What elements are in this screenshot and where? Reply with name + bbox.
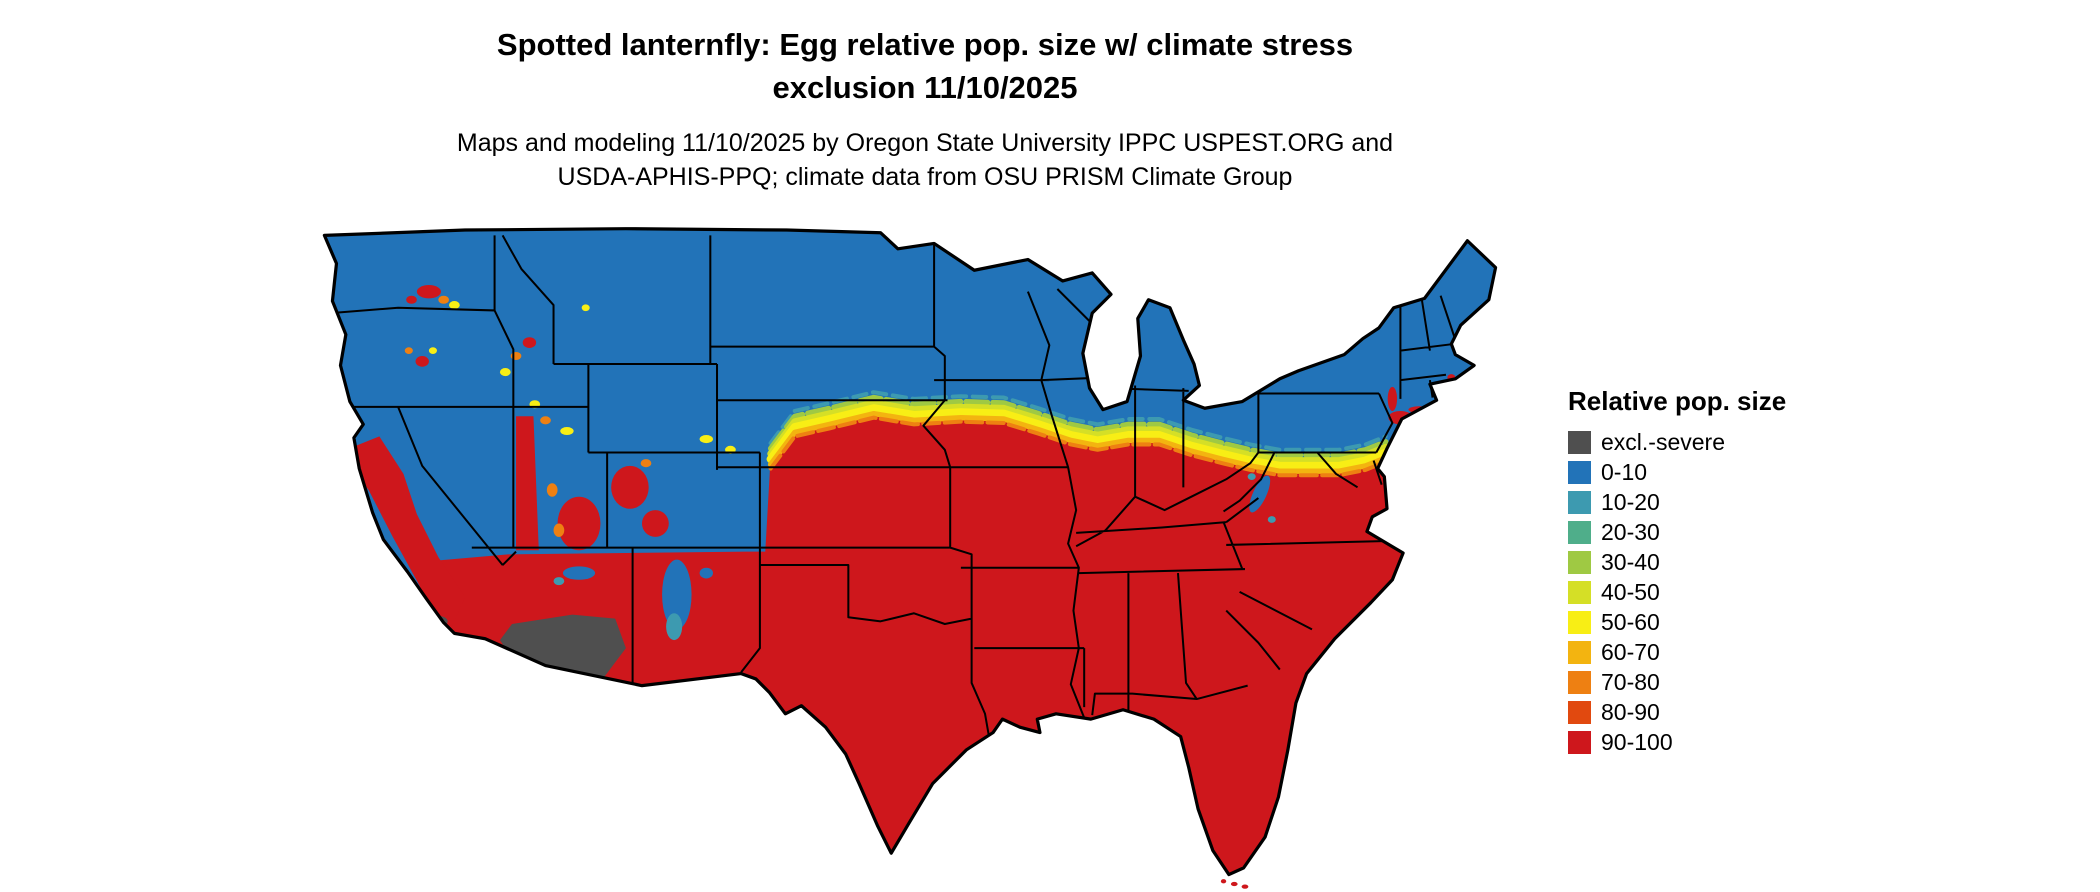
legend-label: 0-10 <box>1601 459 1648 485</box>
us-outline <box>322 227 1498 877</box>
map-subtitle-line1: Maps and modeling 11/10/2025 by Oregon S… <box>456 128 1394 157</box>
legend-label: 30-40 <box>1601 549 1660 575</box>
region-patches-red-pnw <box>406 284 537 367</box>
us-map-svg <box>322 227 1498 889</box>
band-orange-yellow <box>767 410 1389 474</box>
legend-entries: excl.-severe 0-10 10-20 20-30 <box>1568 429 1786 756</box>
us-map <box>300 222 1528 892</box>
legend-label: 60-70 <box>1601 639 1660 665</box>
region-high-utah <box>516 416 601 551</box>
region-low-mountain-overlays <box>562 475 1271 630</box>
band-yellow-green <box>767 399 1390 464</box>
legend-swatch <box>1568 521 1591 544</box>
region-high-west-colorado <box>611 465 669 537</box>
florida-keys <box>1220 879 1249 889</box>
legend-row: 80-90 <box>1568 699 1786 726</box>
transition-band <box>766 390 1390 478</box>
legend-swatch <box>1568 461 1591 484</box>
state-borders <box>331 234 1458 745</box>
header: Spotted lanternfly: Egg relative pop. si… <box>0 24 1850 194</box>
legend-label: 50-60 <box>1601 609 1660 635</box>
legend-swatch <box>1568 551 1591 574</box>
region-patches-orange <box>404 295 652 537</box>
legend-swatch <box>1568 671 1591 694</box>
band-yellow <box>766 404 1390 470</box>
band-green <box>767 394 1389 458</box>
legend-row: 0-10 <box>1568 459 1786 486</box>
region-teal-overlays <box>553 473 1276 641</box>
legend-swatch <box>1568 731 1591 754</box>
map-subtitle: Maps and modeling 11/10/2025 by Oregon S… <box>0 126 1850 194</box>
legend-swatch <box>1568 491 1591 514</box>
legend-label: 70-80 <box>1601 669 1660 695</box>
map-title-line2: exclusion 11/10/2025 <box>772 69 1078 105</box>
legend-label: 40-50 <box>1601 579 1660 605</box>
legend-row: 50-60 <box>1568 609 1786 636</box>
legend-row: excl.-severe <box>1568 429 1786 456</box>
legend-swatch <box>1568 701 1591 724</box>
legend-row: 90-100 <box>1568 729 1786 756</box>
band-teal <box>768 390 1388 452</box>
legend-label: 90-100 <box>1601 729 1673 755</box>
legend-label: 10-20 <box>1601 489 1660 515</box>
legend-swatch <box>1568 581 1591 604</box>
legend-label: 20-30 <box>1601 519 1660 545</box>
legend-row: 60-70 <box>1568 639 1786 666</box>
map-subtitle-line2: USDA-APHIS-PPQ; climate data from OSU PR… <box>557 162 1293 191</box>
legend: Relative pop. size excl.-severe 0-10 10-… <box>1568 386 1786 759</box>
legend-swatch <box>1568 611 1591 634</box>
legend-row: 10-20 <box>1568 489 1786 516</box>
legend-row: 70-80 <box>1568 669 1786 696</box>
legend-label: 80-90 <box>1601 699 1660 725</box>
legend-title: Relative pop. size <box>1568 386 1787 416</box>
legend-swatch <box>1568 431 1591 454</box>
legend-swatch <box>1568 641 1591 664</box>
region-high-california <box>349 436 466 627</box>
legend-row: 30-40 <box>1568 549 1786 576</box>
legend-row: 20-30 <box>1568 519 1786 546</box>
map-title-line1: Spotted lanternfly: Egg relative pop. si… <box>496 27 1354 62</box>
band-orange <box>768 415 1388 478</box>
legend-label: excl.-severe <box>1601 429 1725 455</box>
legend-row: 40-50 <box>1568 579 1786 606</box>
